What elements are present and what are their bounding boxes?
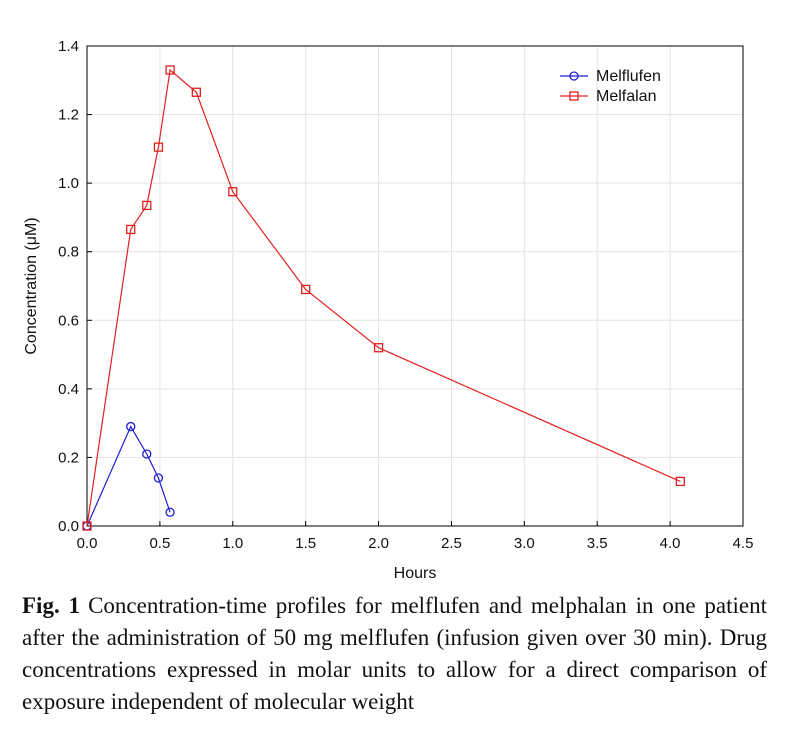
melflufen-line [86,425,171,527]
melflufen-series [82,421,175,531]
legend-item-melflufen: Melflufen [560,68,661,85]
grid-lines [87,46,743,526]
melfalan-point [191,87,201,97]
melfalan-series [82,65,685,531]
x-tick-label: 1.5 [295,535,316,552]
x-tick-label: 0.0 [77,535,98,552]
x-tick-label: 1.0 [222,535,243,552]
legend-label-melflufen: Melflufen [596,68,661,85]
x-tick-label: 4.5 [733,535,754,552]
legend-item-melfalan: Melfalan [560,88,656,105]
x-tick-label: 3.5 [587,535,608,552]
x-tick-label: 2.5 [441,535,462,552]
legend: Melflufen Melfalan [560,68,661,105]
legend-marker-melflufen [569,71,579,81]
y-tick-label: 1.4 [58,38,79,55]
legend-label-melfalan: Melfalan [596,88,656,105]
x-axis-title: Hours [394,565,437,582]
melflufen-point [165,507,175,517]
melfalan-point [675,476,685,487]
melfalan-point [153,142,164,152]
y-tick-label: 0.2 [58,449,79,466]
x-axis-ticks: 0.0 0.5 1.0 1.5 2.0 2.5 3.0 3.5 4.0 4.5 [77,521,754,552]
plot-frame [86,45,744,527]
melflufen-point [153,473,164,483]
melfalan-point [165,65,175,75]
concentration-time-chart: 0.0 0.5 1.0 1.5 2.0 2.5 3.0 3.5 4.0 4.5 0.0 0.2 0.4… [23,38,754,582]
x-tick-label: 2.0 [368,535,389,552]
figure-label: Fig. 1 [22,593,81,618]
melfalan-point [82,521,92,531]
melfalan-point [142,200,152,211]
y-tick-label: 0.4 [58,381,79,398]
melfalan-point [228,187,238,197]
y-axis-ticks: 0.0 0.2 0.4 0.6 0.8 1.0 1.2 1.4 [58,38,92,535]
data-series [82,65,685,531]
y-tick-label: 0.6 [58,312,79,329]
y-tick-label: 1.0 [58,175,79,192]
legend-marker-melfalan [569,91,579,101]
caption-text: Concentration-time profiles for melflufe… [22,593,767,714]
melfalan-point [301,284,311,295]
melfalan-point [126,224,136,235]
melfalan-point [373,343,384,353]
figure-caption: Fig. 1 Concentration-time profiles for me… [22,590,767,718]
melflufen-point [142,449,152,459]
x-tick-label: 3.0 [514,535,535,552]
y-tick-label: 1.2 [58,107,79,124]
y-axis-title: Concentration (μM) [23,217,40,354]
y-tick-label: 0.0 [58,518,79,535]
x-tick-label: 0.5 [149,535,170,552]
melfalan-line [86,68,681,527]
y-tick-label: 0.8 [58,244,79,261]
x-tick-label: 4.0 [660,535,681,552]
melflufen-point [126,421,136,432]
